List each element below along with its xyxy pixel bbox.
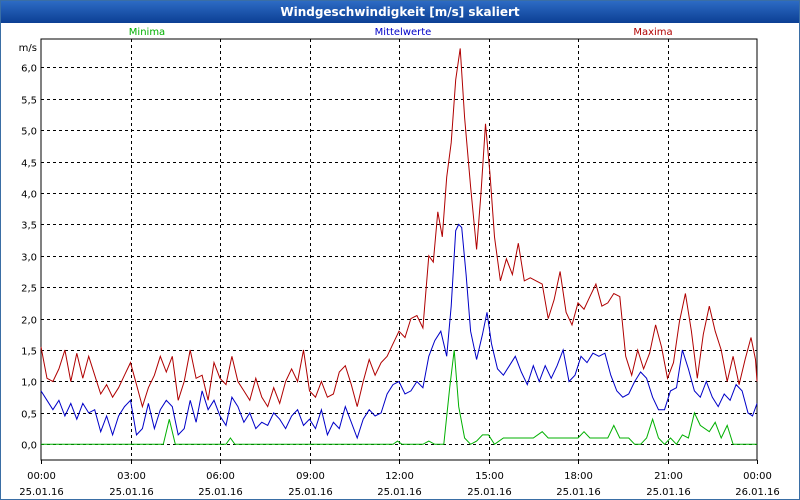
legend-mittelwerte: Mittelwerte: [375, 27, 432, 38]
x-tick-time: 15:00: [475, 471, 504, 482]
x-tick-time: 00:00: [27, 471, 56, 482]
x-tick-time: 21:00: [654, 471, 683, 482]
x-tick-time: 06:00: [206, 471, 235, 482]
x-tick-date: 25.01.16: [288, 487, 333, 498]
series-line-minima: [41, 349, 757, 446]
y-axis-unit: m/s: [19, 43, 37, 54]
y-tick-label: 3,0: [21, 253, 37, 264]
x-tick-time: 00:00: [743, 471, 772, 482]
series-line-mittelwerte: [40, 223, 758, 440]
x-tick-date: 26.01.16: [735, 487, 780, 498]
y-tick-label: 2,0: [21, 316, 37, 327]
chart-title: Windgeschwindigkeit [m/s] skaliert: [1, 1, 799, 23]
legend-maxima: Maxima: [633, 27, 672, 38]
x-tick-time: 09:00: [296, 471, 325, 482]
x-tick-date: 25.01.16: [109, 487, 154, 498]
legend-minima: Minima: [129, 27, 165, 38]
y-tick-label: 2,5: [21, 284, 37, 295]
x-tick-time: 12:00: [385, 471, 414, 482]
y-tick-label: 4,0: [21, 190, 37, 201]
x-tick-date: 25.01.16: [556, 487, 601, 498]
y-tick-label: 0,0: [21, 441, 37, 452]
y-tick-label: 4,5: [21, 159, 37, 170]
y-tick-label: 6,0: [21, 64, 37, 75]
x-tick-date: 25.01.16: [467, 487, 512, 498]
x-tick-date: 25.01.16: [646, 487, 691, 498]
y-tick-label: 1,0: [21, 378, 37, 389]
y-tick-label: 5,0: [21, 127, 37, 138]
x-tick-time: 18:00: [564, 471, 593, 482]
y-tick-label: 3,5: [21, 221, 37, 232]
x-tick-date: 25.01.16: [377, 487, 422, 498]
x-tick-time: 03:00: [117, 471, 146, 482]
x-tick-date: 25.01.16: [19, 487, 64, 498]
y-tick-label: 1,5: [21, 347, 37, 358]
series-line-maxima: [40, 48, 758, 409]
x-tick-date: 25.01.16: [198, 487, 243, 498]
y-tick-label: 5,5: [21, 96, 37, 107]
y-tick-label: 0,5: [21, 410, 37, 421]
